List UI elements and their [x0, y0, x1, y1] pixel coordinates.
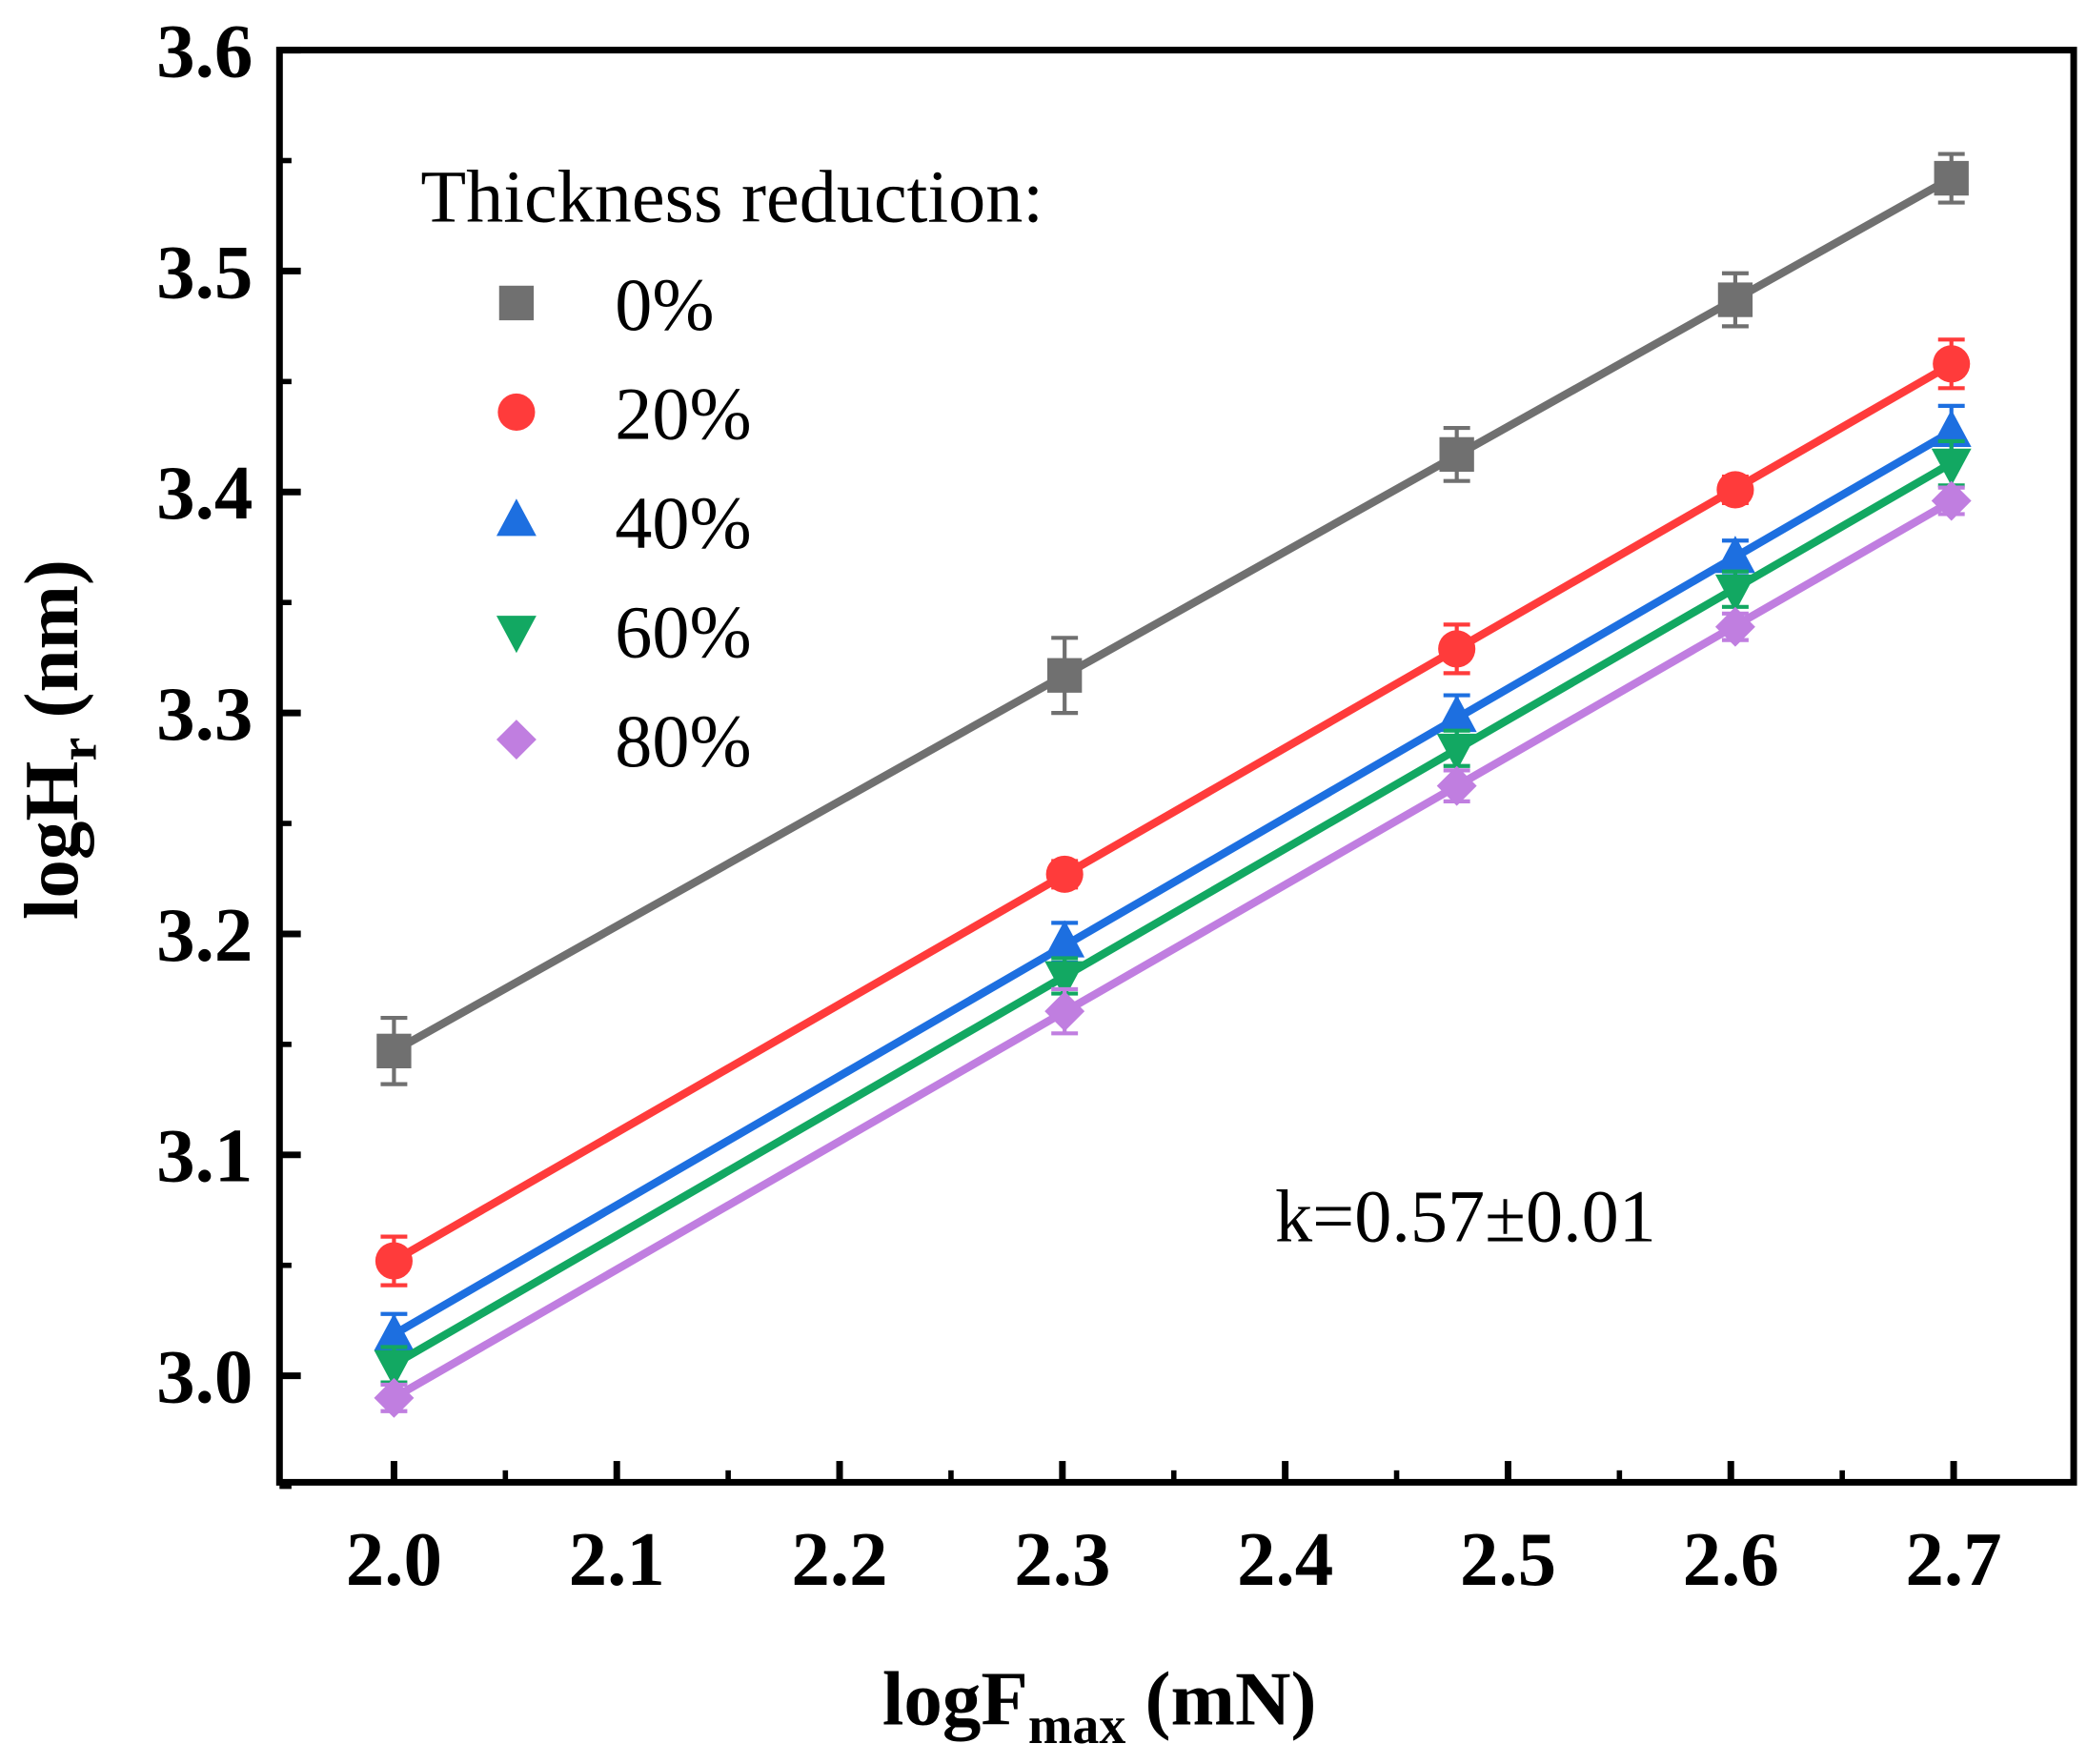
y-axis-label: logHr (nm): [9, 559, 109, 920]
axes: 2.0 2.1 2.2 2.3 2.4 2.5 2.6 2.7 3.0 3.1 3.2 3.3 3.4 3…: [156, 9, 2002, 1602]
series-0pct: [376, 152, 1969, 1086]
x-tick-label: 2.3: [1014, 1516, 1110, 1602]
data-point: [1931, 480, 1972, 521]
legend-label: 20%: [615, 372, 751, 455]
data-point: [1716, 471, 1754, 509]
fit-line: [392, 174, 1954, 1055]
x-tick-label: 2.7: [1905, 1516, 2001, 1602]
data-point: [376, 1033, 412, 1069]
y-tick-label: 3.5: [156, 229, 253, 314]
data-point: [1714, 574, 1755, 613]
data-point: [1934, 160, 1969, 196]
y-tick-label: 3.1: [156, 1113, 253, 1199]
plot-frame: [275, 47, 2077, 1486]
plot-area: [374, 152, 1972, 1418]
series-20pct: [375, 337, 1971, 1288]
data-point: [1436, 765, 1477, 806]
x-tick-label: 2.5: [1460, 1516, 1556, 1602]
data-point: [1436, 733, 1477, 771]
legend-marker: [498, 285, 535, 321]
x-tick-label: 2.1: [569, 1516, 665, 1602]
annotation-slope: k=0.57±0.01: [1275, 1175, 1656, 1258]
y-tick-label: 3.0: [156, 1334, 253, 1420]
data-point: [1047, 658, 1083, 693]
legend: 0% 20% 40% 60% 80%: [496, 263, 752, 782]
data-point: [1717, 282, 1753, 317]
x-axis-label: logFmax (mN): [882, 1656, 1317, 1756]
series-40pct: [374, 403, 1972, 1361]
series-80pct: [374, 480, 1972, 1418]
data-point: [1044, 920, 1085, 958]
legend-label: 80%: [615, 700, 751, 782]
y-tick-label: 3.6: [156, 9, 253, 94]
legend-marker: [497, 393, 536, 432]
fit-line: [392, 428, 1954, 1338]
legend-marker: [496, 498, 537, 537]
legend-label: 40%: [615, 481, 751, 564]
data-point: [1438, 630, 1476, 668]
data-point: [1045, 855, 1084, 893]
y-tick-label: 3.3: [156, 671, 253, 757]
data-point: [1933, 345, 1971, 383]
legend-marker: [496, 720, 537, 760]
x-tick-label: 2.2: [791, 1516, 887, 1602]
series-60pct: [374, 438, 1972, 1388]
data-point: [1044, 961, 1085, 999]
legend-label: 60%: [615, 590, 751, 673]
x-tick-label: 2.0: [346, 1516, 442, 1602]
fit-line: [392, 497, 1954, 1402]
data-point: [1714, 606, 1755, 647]
data-point: [1931, 409, 1972, 448]
legend-marker: [496, 616, 537, 654]
data-point: [1044, 991, 1085, 1032]
data-point: [375, 1242, 413, 1280]
data-point: [374, 1377, 415, 1418]
y-tick-label: 3.4: [156, 450, 253, 536]
data-point: [1714, 536, 1755, 574]
fit-line: [392, 360, 1954, 1265]
data-point: [1931, 448, 1972, 486]
x-tick-label: 2.4: [1237, 1516, 1333, 1602]
legend-label: 0%: [615, 263, 714, 346]
data-point: [374, 1349, 415, 1388]
y-tick-label: 3.2: [156, 892, 253, 978]
data-point: [1439, 436, 1474, 473]
fit-line: [392, 459, 1954, 1369]
data-point: [374, 1313, 415, 1351]
legend-title: Thickness reduction:: [420, 155, 1044, 238]
data-point: [1436, 695, 1477, 733]
x-tick-label: 2.6: [1683, 1516, 1779, 1602]
